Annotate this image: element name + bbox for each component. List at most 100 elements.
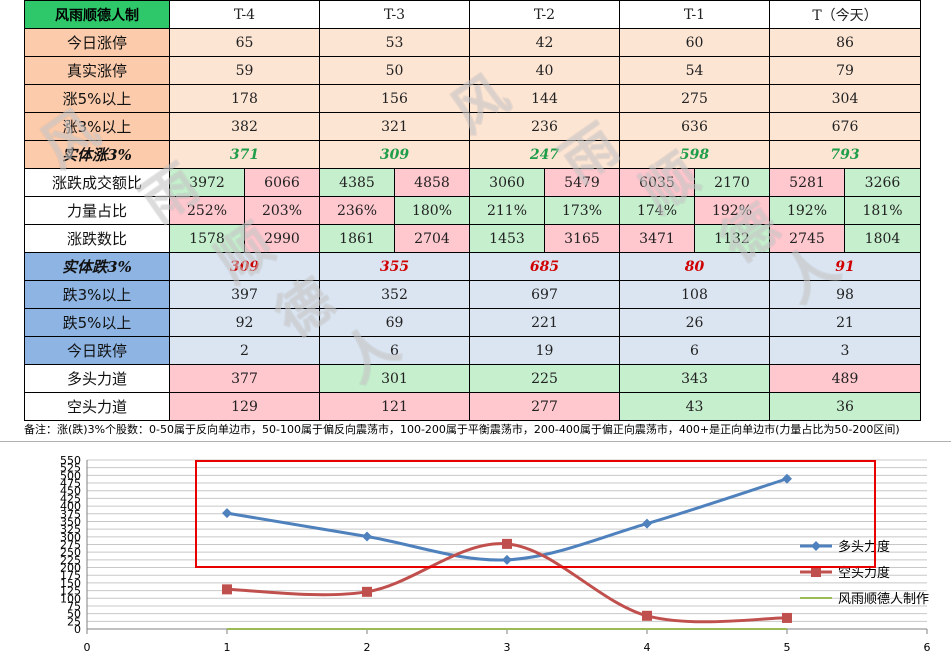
y-tick-label: 550	[60, 454, 81, 467]
table-cell: 247	[469, 140, 620, 169]
row-label: 跌5%以上	[24, 308, 170, 337]
table-cell: 6	[619, 336, 770, 365]
x-tick-label: 0	[84, 641, 91, 654]
table-cell: 697	[469, 280, 620, 309]
row-label: 涨5%以上	[24, 84, 170, 113]
x-tick-label: 2	[364, 641, 371, 654]
table-cell: 129	[169, 392, 320, 421]
table-cell: 180%	[394, 196, 470, 225]
table-cell: 6	[319, 336, 470, 365]
table-cell: 144	[469, 84, 620, 113]
table-row: 空头力道 129 121 277 43 36	[24, 392, 921, 421]
table-cell: 53	[319, 28, 470, 57]
x-tick-label: 6	[924, 641, 931, 654]
table-row: 涨3%以上 382 321 236 636 676	[24, 112, 921, 141]
table-cell: 98	[769, 280, 921, 309]
data-point	[782, 473, 792, 484]
table-cell: 26	[619, 308, 770, 337]
row-label: 跌3%以上	[24, 280, 170, 309]
row-label: 实体跌3%	[24, 252, 170, 281]
y-tick-label: 25	[67, 615, 81, 628]
table-cell: 685	[469, 252, 620, 281]
table-cell: 309	[319, 140, 470, 169]
x-tick-label: 3	[504, 641, 511, 654]
table-cell: 1861	[319, 224, 395, 253]
table-body: 风雨顺德人制 T-4 T-3 T-2 T-1 T（今天） 今日涨停 65 53 42 60 86 真实涨…	[24, 0, 921, 421]
table-cell: 275	[619, 84, 770, 113]
row-label: 真实涨停	[24, 56, 170, 85]
table-cell: 6066	[244, 168, 320, 197]
table-cell: 211%	[469, 196, 545, 225]
table-cell: 2170	[694, 168, 770, 197]
table-cell: 1804	[844, 224, 921, 253]
table-row: 跌5%以上 92 69 221 26 21	[24, 308, 921, 337]
column-header: T-4	[169, 0, 320, 29]
data-point	[782, 612, 792, 623]
divider	[0, 441, 951, 442]
line-chart: 0255075100125150175200225250275300325350…	[60, 454, 931, 654]
table-cell: 86	[769, 28, 921, 57]
legend-label: 空头力度	[838, 565, 890, 581]
table-row: 今日涨停 65 53 42 60 86	[24, 28, 921, 57]
table-cell: 54	[619, 56, 770, 85]
y-tick-label: 0	[74, 623, 81, 636]
row-label: 涨跌数比	[24, 224, 170, 253]
row-label: 实体涨3%	[24, 140, 170, 169]
table-cell: 598	[619, 140, 770, 169]
column-header: T-2	[469, 0, 620, 29]
data-point	[642, 610, 652, 621]
table-cell: 60	[619, 28, 770, 57]
table-row: 实体涨3% 371 309 247 598 793	[24, 140, 921, 169]
y-tick-label: 250	[60, 546, 81, 559]
table-row: 实体跌3% 309 355 685 80 91	[24, 252, 921, 281]
table-cell: 2	[169, 336, 320, 365]
corner-title: 风雨顺德人制	[24, 0, 170, 29]
table-cell: 343	[619, 364, 770, 393]
y-tick-label: 400	[60, 500, 81, 513]
axes: 0255075100125150175200225250275300325350…	[60, 454, 931, 654]
data-point	[362, 586, 372, 597]
table-cell: 489	[769, 364, 921, 393]
table-cell: 4385	[319, 168, 395, 197]
table-cell: 65	[169, 28, 320, 57]
y-tick-label: 225	[60, 554, 81, 567]
legend-label: 风雨顺德人制作	[838, 592, 929, 607]
table-cell: 3471	[619, 224, 695, 253]
data-point	[222, 584, 232, 595]
y-tick-label: 100	[60, 592, 81, 605]
table-cell: 192%	[769, 196, 845, 225]
row-label: 涨跌成交额比	[24, 168, 170, 197]
y-tick-label: 300	[60, 531, 81, 544]
table-cell: 108	[619, 280, 770, 309]
table-cell: 371	[169, 140, 320, 169]
y-tick-label: 275	[60, 539, 81, 552]
y-tick-label: 200	[60, 562, 81, 575]
table-cell: 321	[319, 112, 470, 141]
table-cell: 50	[319, 56, 470, 85]
table-cell: 793	[769, 140, 921, 169]
table-row: 涨5%以上 178 156 144 275 304	[24, 84, 921, 113]
legend-label: 多头力度	[838, 539, 890, 555]
table-row: 力量占比 252% 203% 236% 180% 211% 173% 174% 192% 192%…	[24, 196, 921, 225]
table-cell: 80	[619, 252, 770, 281]
column-header: T-3	[319, 0, 470, 29]
table-cell: 79	[769, 56, 921, 85]
table-cell: 3	[769, 336, 921, 365]
table-row: 真实涨停 59 50 40 54 79	[24, 56, 921, 85]
table-cell: 3060	[469, 168, 545, 197]
table-cell: 252%	[169, 196, 245, 225]
table-cell: 309	[169, 252, 320, 281]
table-cell: 1453	[469, 224, 545, 253]
table-cell: 1132	[694, 224, 770, 253]
table-cell: 382	[169, 112, 320, 141]
table-cell: 2704	[394, 224, 470, 253]
table-cell: 43	[619, 392, 770, 421]
legend-marker	[811, 541, 821, 551]
row-label: 力量占比	[24, 196, 170, 225]
table-cell: 225	[469, 364, 620, 393]
table-cell: 355	[319, 252, 470, 281]
row-label: 今日跌停	[24, 336, 170, 365]
table-cell: 3266	[844, 168, 921, 197]
table-cell: 221	[469, 308, 620, 337]
series	[222, 473, 792, 630]
